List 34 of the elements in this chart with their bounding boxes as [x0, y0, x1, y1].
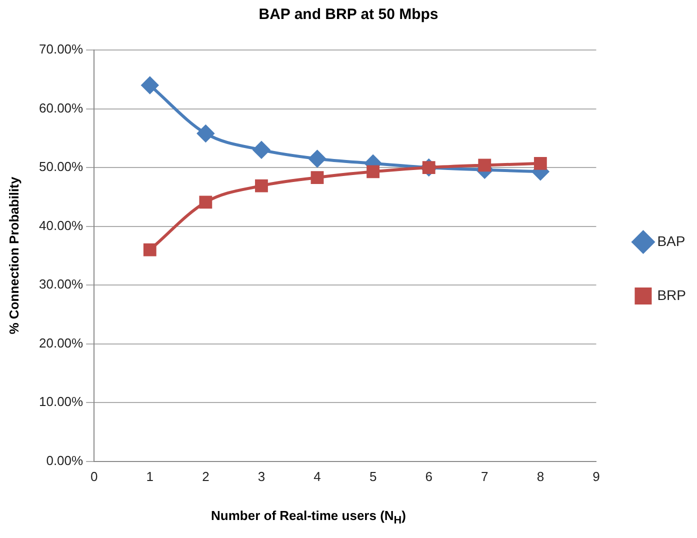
y-tick-label: 20.00% [38, 335, 84, 350]
point [141, 76, 158, 94]
legend-label: BRP [657, 286, 686, 303]
y-tick-label: 40.00% [38, 218, 84, 233]
x-tick-label: 2 [202, 468, 210, 484]
point [366, 165, 380, 178]
point [534, 156, 547, 170]
point [478, 158, 492, 172]
x-tick-label: 4 [314, 468, 321, 484]
y-tick-label: 10.00% [38, 394, 84, 410]
x-tick-label: 6 [425, 468, 432, 484]
y-tick-label: 30.00% [38, 276, 84, 292]
point [197, 124, 214, 142]
y-tick-label: 50.00% [38, 159, 84, 174]
x-tick-label: 7 [481, 468, 488, 484]
y-axis-title: % Connection Probability [6, 176, 22, 336]
point [255, 179, 268, 192]
point [143, 243, 156, 256]
chart-title: BAP and BRP at 50 Mbps [258, 6, 440, 23]
point [310, 171, 324, 184]
y-tick-label: 0.00% [46, 452, 84, 468]
x-tick-label: 0 [90, 468, 98, 484]
point [308, 150, 326, 168]
x-tick-label: 5 [369, 468, 377, 484]
x-tick-label: 9 [592, 468, 600, 484]
legend-label: BAP [657, 232, 686, 249]
x-axis-title: Number of Real-time users (N$_{H}$) [211, 508, 406, 527]
point [199, 196, 212, 209]
y-tick-label: 60.00% [38, 100, 84, 116]
x-tick-label: 1 [146, 468, 154, 484]
point [252, 141, 270, 158]
x-tick-label: 3 [258, 468, 266, 484]
y-tick-label: 70.00% [38, 42, 84, 57]
x-tick-label: 8 [536, 468, 544, 484]
